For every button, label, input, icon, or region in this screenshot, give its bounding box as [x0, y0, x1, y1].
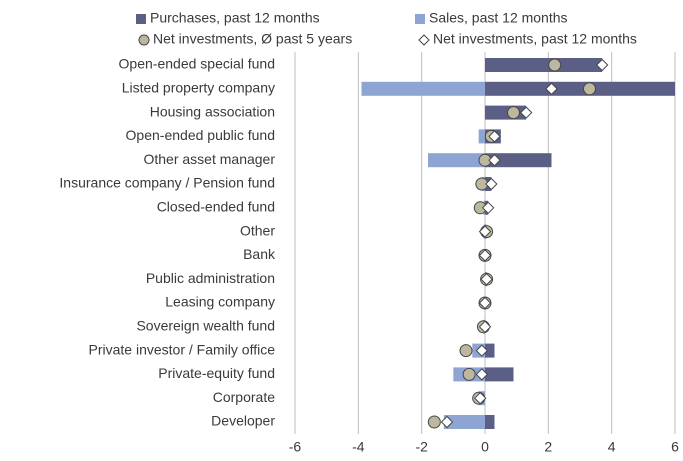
legend-label: Net investments, past 12 months	[433, 31, 637, 47]
point	[478, 249, 492, 262]
y-tick-label: Private investor / Family office	[89, 341, 276, 357]
bar	[485, 58, 603, 72]
y-tick-label: Housing association	[150, 103, 275, 119]
point	[595, 58, 609, 72]
legend-label: Sales, past 12 months	[429, 10, 568, 26]
bar	[443, 415, 485, 429]
point	[488, 153, 501, 167]
x-tick-label: 2	[544, 439, 552, 455]
bar	[485, 343, 495, 358]
point	[459, 344, 473, 358]
y-tick-label: Other asset manager	[143, 151, 275, 167]
bar	[485, 153, 552, 168]
y-tick-label: Public administration	[146, 270, 275, 286]
x-tick-label: -6	[289, 439, 302, 455]
y-tick-label: Bank	[243, 246, 276, 262]
x-tick-label: 0	[481, 439, 489, 455]
point	[507, 106, 520, 120]
y-tick-label: Private-equity fund	[158, 365, 275, 381]
legend-label: Purchases, past 12 months	[150, 10, 320, 26]
y-tick-label: Open-ended special fund	[119, 56, 275, 72]
y-tick-label: Corporate	[213, 389, 275, 405]
y-tick-label: Listed property company	[122, 80, 275, 96]
point	[583, 82, 596, 96]
point	[475, 344, 489, 357]
point	[545, 82, 558, 96]
point	[474, 391, 487, 405]
y-tick-label: Insurance company / Pension fund	[59, 175, 275, 191]
bar	[485, 81, 675, 96]
y-tick-label: Closed-ended fund	[157, 199, 275, 215]
point	[440, 415, 454, 429]
legend-swatch	[138, 34, 150, 46]
point	[519, 106, 533, 119]
point	[548, 58, 562, 72]
point	[427, 415, 441, 429]
x-tick-label: -4	[352, 439, 365, 455]
point	[481, 201, 495, 215]
point	[478, 320, 492, 334]
x-tick-label: -2	[415, 439, 428, 455]
y-tick-label: Open-ended public fund	[126, 127, 275, 143]
point	[488, 130, 501, 143]
y-tick-label: Leasing company	[165, 294, 275, 310]
x-tick-label: 4	[608, 439, 616, 455]
point	[478, 225, 492, 238]
legend-swatch	[136, 14, 146, 24]
bar	[361, 81, 485, 96]
point	[480, 272, 493, 286]
y-tick-label: Sovereign wealth fund	[136, 318, 275, 334]
point	[462, 367, 476, 381]
legend-label: Net investments, Ø past 5 years	[153, 31, 352, 47]
bar	[478, 129, 485, 144]
point	[475, 368, 489, 381]
legend-swatch	[415, 14, 425, 24]
bar	[428, 153, 485, 168]
bar	[485, 415, 495, 429]
legend-swatch	[418, 34, 430, 46]
x-tick-label: 6	[671, 439, 679, 455]
point	[485, 177, 498, 191]
y-tick-label: Developer	[211, 413, 275, 429]
y-tick-label: Other	[240, 222, 275, 238]
point	[478, 296, 492, 310]
bar	[485, 367, 514, 382]
